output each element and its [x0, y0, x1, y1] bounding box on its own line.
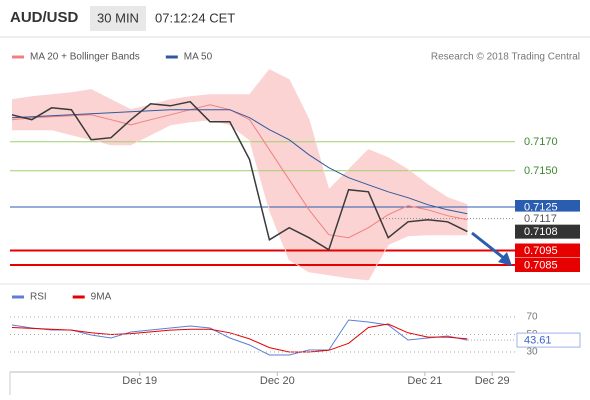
legend-label: MA 20 + Bollinger Bands	[30, 52, 140, 63]
level-label: 0.7095	[524, 245, 558, 257]
level-label: 0.7170	[524, 136, 558, 148]
level-label: 0.7117	[524, 213, 557, 225]
price-line	[11, 100, 468, 251]
bands-layer	[10, 69, 515, 281]
x-tick-label: Dec 29	[475, 375, 510, 387]
forecast-arrow	[471, 231, 506, 261]
time: 07:12:24 CET	[155, 10, 235, 25]
level-label-box	[515, 211, 580, 226]
level-label-box	[515, 258, 580, 272]
level-label: 0.7108	[524, 226, 558, 238]
series-line	[11, 319, 468, 356]
y-tick-label: 30	[526, 347, 538, 358]
legend-label: 9MA	[91, 292, 112, 303]
level-label: 0.7085	[524, 259, 558, 271]
band-lower	[12, 119, 468, 281]
level-label-box	[515, 163, 580, 178]
level-label: 0.7150	[524, 165, 558, 177]
level-label-box	[515, 243, 580, 258]
main-layer	[11, 100, 468, 356]
level-label-box	[515, 200, 580, 214]
level-label-box	[515, 134, 580, 149]
last-value-box	[516, 332, 581, 348]
timeframe: 30 MIN	[97, 10, 139, 25]
level-label-box	[515, 224, 580, 239]
bollinger-band	[12, 69, 468, 280]
x-tick-label: Dec 19	[122, 375, 157, 387]
x-tick-label: Dec 20	[260, 375, 295, 387]
forecast-arrowhead	[498, 252, 512, 266]
series-line	[11, 323, 468, 353]
credit: Research © 2018 Trading Central	[431, 52, 580, 63]
level-label: 0.7125	[524, 201, 558, 213]
symbol: AUD/USD	[10, 9, 79, 26]
last-value-label: 43.61	[524, 335, 552, 347]
band-upper	[11, 69, 468, 206]
series-line	[11, 104, 468, 239]
legend-label: RSI	[30, 292, 47, 303]
x-tick-label: Dec 21	[407, 375, 442, 387]
y-tick-label: 70	[526, 312, 538, 323]
series-line	[11, 109, 468, 215]
timeframe-box	[90, 6, 146, 31]
legend-label: MA 50	[184, 52, 213, 63]
